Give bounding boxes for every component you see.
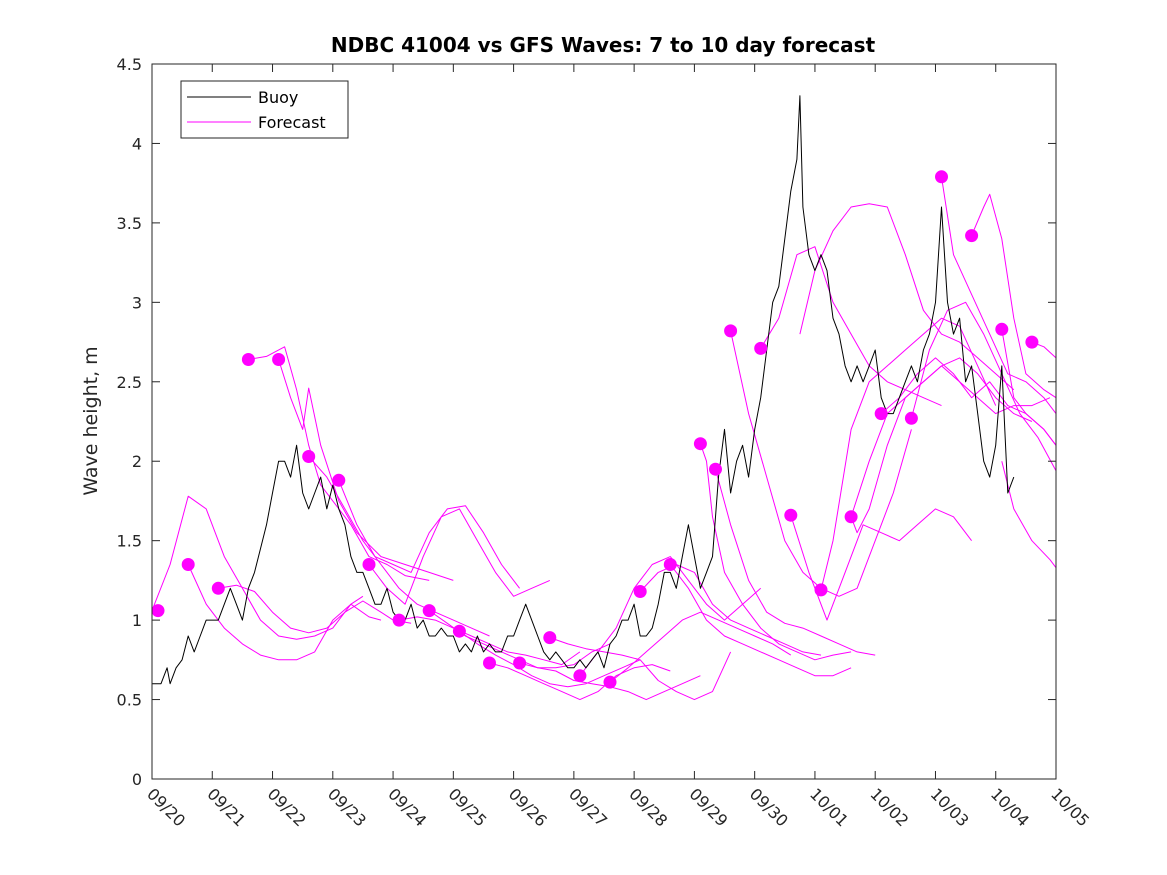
forecast-start-marker: [362, 558, 376, 571]
forecast-line: [218, 584, 412, 634]
forecast-start-marker: [392, 613, 406, 627]
y-tick-label: 1.5: [117, 532, 142, 551]
forecast-start-marker: [844, 510, 858, 524]
forecast-start-marker: [603, 675, 617, 689]
forecast-line: [1001, 461, 1057, 569]
y-tick-label: 0: [132, 770, 142, 789]
plot-area: [152, 64, 1056, 779]
forecast-start-marker: [513, 656, 527, 670]
y-tick-label: 4.5: [117, 55, 142, 74]
forecast-start-marker: [995, 322, 1009, 336]
forecast-start-marker: [483, 656, 496, 670]
forecast-start-marker: [332, 473, 346, 487]
forecast-line: [1001, 329, 1057, 446]
forecast-start-marker: [724, 324, 738, 338]
marker-layer: [151, 170, 1039, 689]
forecast-line: [669, 564, 852, 677]
y-axis: 0 0.5 1 1.5 2 2.5 3 3.5 4 4.5: [117, 55, 1056, 789]
forecast-line: [941, 176, 1057, 414]
buoy-line: [152, 95, 1015, 685]
forecast-start-marker: [211, 581, 225, 595]
forecast-line: [820, 317, 997, 591]
chart-title: NDBC 41004 vs GFS Waves: 7 to 10 day for…: [331, 33, 876, 57]
forecast-line: [338, 480, 520, 589]
legend-buoy-label: Buoy: [258, 88, 298, 107]
forecast-start-marker: [874, 407, 888, 421]
forecast-start-marker: [543, 631, 557, 645]
forecast-start-marker: [693, 437, 707, 451]
forecast-line: [579, 556, 762, 677]
forecast-line: [489, 662, 671, 701]
forecast-line: [248, 346, 430, 581]
forecast-start-marker: [452, 624, 466, 638]
forecast-start-marker: [935, 170, 948, 184]
forecast-line: [549, 637, 732, 701]
forecast-line: [151, 495, 364, 640]
forecast-start-marker: [965, 229, 979, 243]
forecast-start-marker: [181, 558, 195, 571]
forecast-start-marker: [272, 353, 286, 366]
forecast-start-marker: [241, 353, 255, 366]
plot-frame: [151, 63, 1057, 780]
legend-forecast-label: Forecast: [258, 113, 326, 132]
forecast-start-marker: [633, 585, 647, 598]
legend: Buoy Forecast: [180, 80, 349, 139]
forecast-start-marker: [754, 341, 768, 355]
forecast-start-marker: [151, 604, 165, 618]
y-tick-label: 2: [132, 452, 142, 471]
y-tick-label: 2.5: [117, 373, 142, 392]
y-tick-label: 1: [132, 611, 142, 630]
forecast-line: [910, 301, 1057, 472]
forecast-start-marker: [663, 558, 677, 571]
y-tick-label: 3: [132, 293, 142, 312]
forecast-start-marker: [302, 450, 316, 463]
y-tick-label: 0.5: [117, 691, 142, 710]
forecast-start-marker: [1025, 335, 1039, 349]
y-tick-label: 3.5: [117, 214, 142, 233]
forecast-line: [971, 193, 1057, 399]
forecast-line: [790, 508, 972, 621]
forecast-start-marker: [814, 583, 828, 597]
forecast-line: [459, 630, 641, 688]
y-tick-label: 4: [132, 134, 142, 153]
forecast-line: [308, 456, 490, 637]
forecast-start-marker: [573, 669, 587, 683]
forecast-line: [799, 203, 1015, 391]
forecast-start-marker: [784, 508, 798, 522]
forecast-start-marker: [904, 411, 918, 425]
forecast-line: [699, 443, 852, 661]
y-axis-label: Wave height, m: [80, 346, 102, 495]
forecast-start-marker: [709, 462, 722, 476]
forecast-line: [715, 469, 876, 656]
forecast-line: [609, 611, 792, 683]
forecast-start-marker: [422, 604, 436, 618]
legend-box: [180, 80, 349, 139]
forecast-line: [850, 365, 1051, 534]
forecast-line: [368, 508, 550, 605]
